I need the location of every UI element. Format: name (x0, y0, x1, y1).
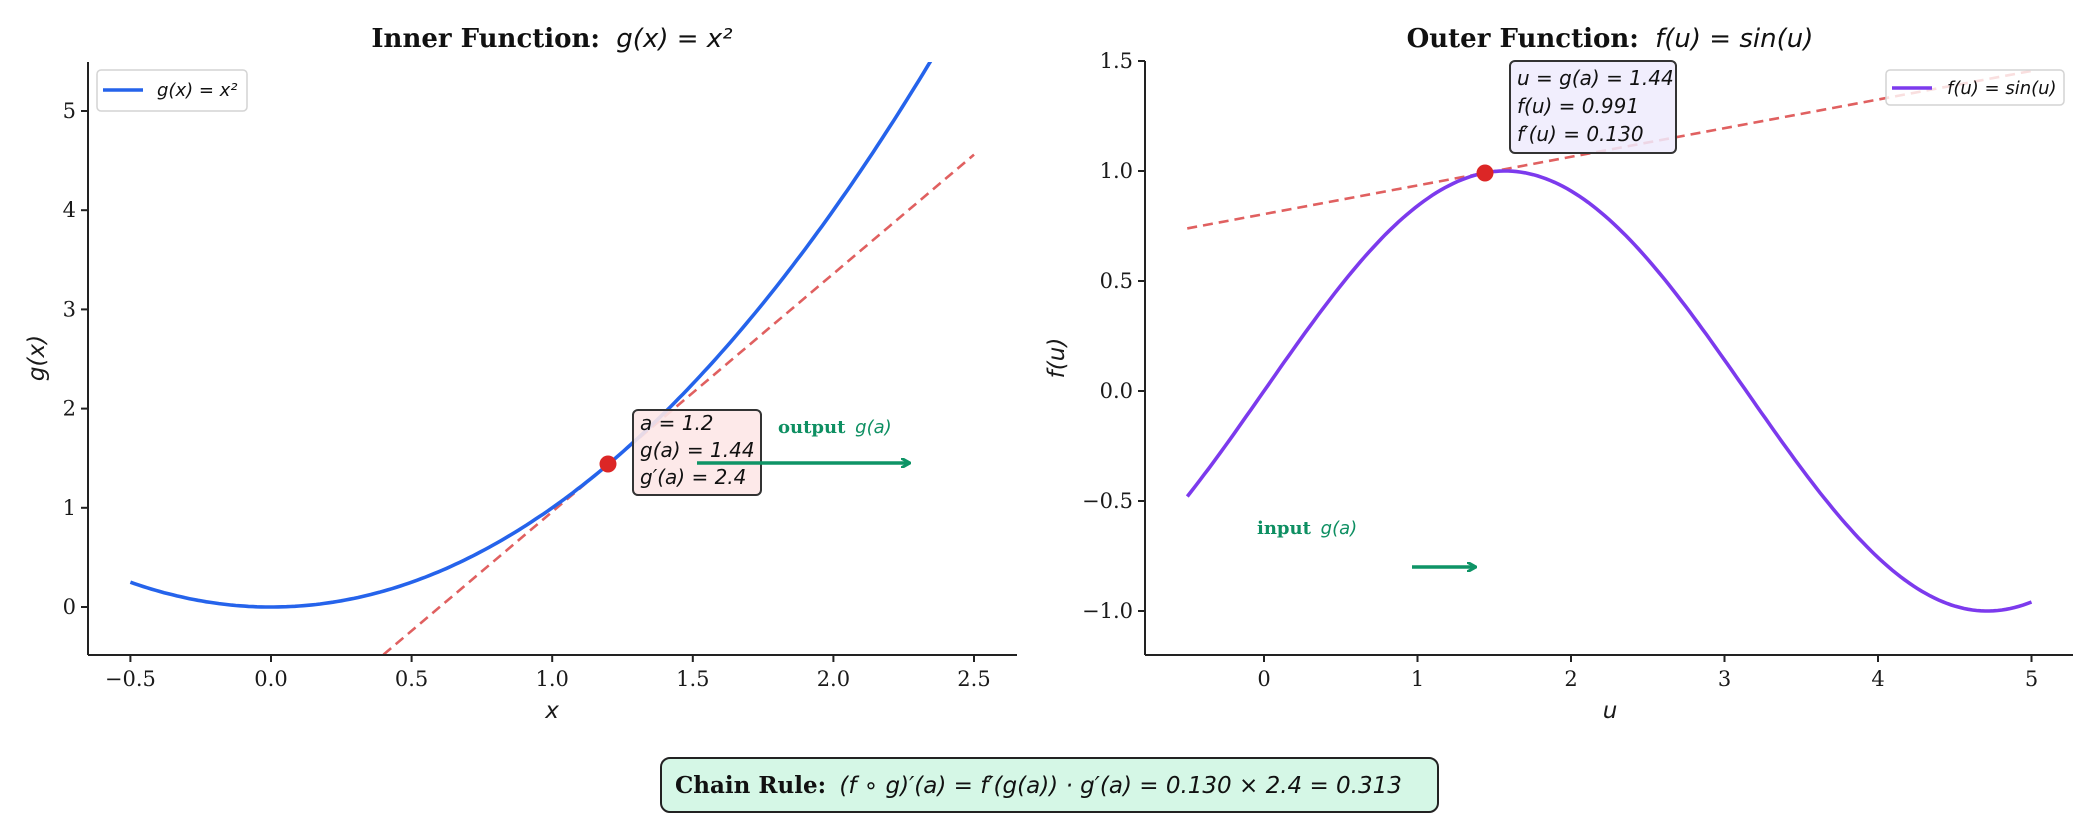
x-tick-label: 1.5 (676, 667, 709, 691)
right-x-axis-label: u (1603, 698, 1618, 724)
right-y-axis-label: f(u) (1044, 338, 1070, 379)
right-y-ticks: −1.0 −0.5 0.0 0.5 1.0 1.5 (1082, 49, 1145, 623)
annot-f-u: f(u) = 0.991 (1517, 94, 1639, 118)
annot-a: a = 1.2 (640, 411, 714, 435)
inner-function-chart: Inner Function: g(x) = x² −0.5 0.0 0.5 1.0 1… (24, 24, 1017, 724)
y-tick-label: −0.5 (1082, 489, 1133, 513)
y-tick-label: 1.5 (1100, 49, 1133, 73)
left-x-ticks: −0.5 0.0 0.5 1.0 1.5 2.0 2.5 (105, 655, 991, 691)
annot-g-a: g(a) = 1.44 (640, 438, 755, 462)
left-y-ticks: 0 1 2 3 4 5 (63, 99, 88, 619)
x-tick-label: 0.5 (395, 667, 428, 691)
y-tick-label: 3 (63, 297, 76, 321)
left-legend: g(x) = x² (96, 69, 248, 112)
input-label: input g(a) (1257, 518, 1357, 539)
x-tick-label: 2 (1564, 667, 1577, 691)
left-x-axis-label: x (544, 698, 559, 724)
right-title-bold: Outer Function: (1407, 24, 1639, 54)
inner-point-marker (599, 455, 617, 473)
x-tick-label: 5 (2025, 667, 2038, 691)
x-tick-label: 1 (1411, 667, 1424, 691)
y-tick-label: 5 (63, 99, 76, 123)
right-legend-label: f(u) = sin(u) (1947, 78, 2057, 99)
annot-f-prime-u: f′(u) = 0.130 (1517, 122, 1644, 146)
right-legend: f(u) = sin(u) (1885, 69, 2065, 106)
y-tick-label: 0.0 (1100, 379, 1133, 403)
y-tick-label: 0.5 (1100, 269, 1133, 293)
y-tick-label: 1 (63, 496, 76, 520)
left-tangent-line (382, 153, 975, 655)
x-tick-label: 0 (1257, 667, 1270, 691)
y-tick-label: 4 (63, 198, 76, 222)
chain-rule-box: Chain Rule: (f ∘ g)′(a) = f′(g(a)) · g′(… (660, 757, 1439, 813)
output-label: output g(a) (778, 417, 892, 438)
left-title-math: g(x) = x² (616, 24, 732, 54)
outer-function-chart: Outer Function: f(u) = sin(u) 0 1 2 3 4 5 −1.… (1044, 24, 2073, 724)
x-tick-label: −0.5 (105, 667, 156, 691)
right-x-ticks: 0 1 2 3 4 5 (1257, 655, 2038, 691)
annot-g-prime-a: g′(a) = 2.4 (640, 465, 746, 489)
x-tick-label: 2.0 (817, 667, 850, 691)
outer-annotation-box: u = g(a) = 1.44 f(u) = 0.991 f′(u) = 0.1… (1509, 60, 1677, 154)
chain-rule-text: Chain Rule: (f ∘ g)′(a) = f′(g(a)) · g′(… (675, 772, 1402, 799)
x-tick-label: 1.0 (535, 667, 568, 691)
outer-curve (1185, 169, 2033, 613)
left-chart-title: Inner Function: g(x) = x² (371, 24, 732, 54)
x-tick-label: 3 (1718, 667, 1731, 691)
left-title-bold: Inner Function: (371, 24, 600, 54)
right-title-math: f(u) = sin(u) (1655, 24, 1813, 54)
inner-curve (129, 62, 933, 609)
left-legend-label: g(x) = x² (157, 80, 238, 101)
left-y-axis-label: g(x) (24, 335, 50, 381)
y-tick-label: −1.0 (1082, 599, 1133, 623)
annot-u: u = g(a) = 1.44 (1517, 66, 1674, 90)
x-tick-label: 2.5 (957, 667, 990, 691)
inner-annotation-box: a = 1.2 g(a) = 1.44 g′(a) = 2.4 (632, 409, 762, 496)
right-chart-title: Outer Function: f(u) = sin(u) (1407, 24, 1814, 54)
y-tick-label: 1.0 (1100, 159, 1133, 183)
y-tick-label: 2 (63, 397, 76, 421)
y-tick-label: 0 (63, 595, 76, 619)
outer-point-marker (1476, 164, 1494, 182)
x-tick-label: 4 (1871, 667, 1884, 691)
x-tick-label: 0.0 (254, 667, 287, 691)
